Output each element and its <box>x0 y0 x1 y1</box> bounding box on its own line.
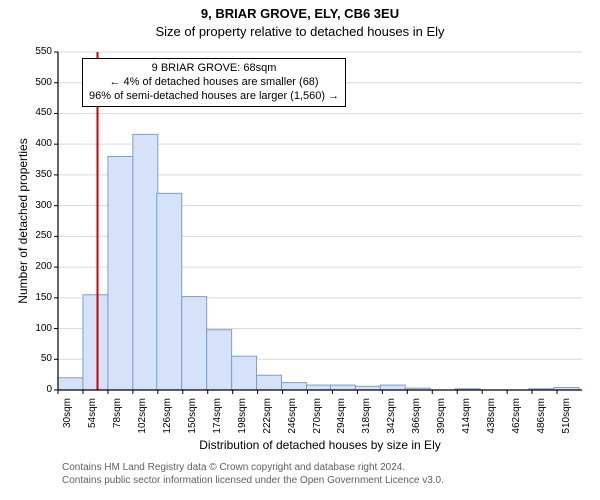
y-tick-label: 300 <box>14 200 52 211</box>
y-tick-label: 150 <box>14 292 52 303</box>
annotation-line-1: 9 BRIAR GROVE: 68sqm <box>89 62 339 76</box>
x-tick-label: 342sqm <box>386 398 397 454</box>
y-tick-label: 550 <box>14 46 52 57</box>
y-tick-label: 500 <box>14 77 52 88</box>
y-tick-label: 100 <box>14 323 52 334</box>
x-tick-label: 462sqm <box>511 398 522 454</box>
x-tick-label: 390sqm <box>436 398 447 454</box>
x-tick-label: 270sqm <box>312 398 323 454</box>
x-tick-label: 174sqm <box>212 398 223 454</box>
y-tick-label: 400 <box>14 138 52 149</box>
annotation-line-2: ← 4% of detached houses are smaller (68) <box>89 76 339 90</box>
x-tick-label: 414sqm <box>461 398 472 454</box>
x-tick-label: 438sqm <box>486 398 497 454</box>
chart-title-address: 9, BRIAR GROVE, ELY, CB6 3EU <box>0 6 600 21</box>
x-tick-label: 54sqm <box>87 398 98 454</box>
y-tick-label: 250 <box>14 230 52 241</box>
y-tick-label: 0 <box>14 384 52 395</box>
chart-root: { "layout": { "canvas_w": 600, "canvas_h… <box>0 0 600 500</box>
x-tick-label: 294sqm <box>336 398 347 454</box>
annotation-line-3: 96% of semi-detached houses are larger (… <box>89 90 339 104</box>
y-tick-label: 50 <box>14 353 52 364</box>
attribution-line-1: Contains HM Land Registry data © Crown c… <box>62 462 444 475</box>
x-tick-label: 78sqm <box>112 398 123 454</box>
y-tick-label: 450 <box>14 107 52 118</box>
x-tick-label: 198sqm <box>237 398 248 454</box>
chart-title-subtitle: Size of property relative to detached ho… <box>0 24 600 39</box>
x-tick-label: 510sqm <box>561 398 572 454</box>
x-tick-label: 486sqm <box>536 398 547 454</box>
x-tick-label: 222sqm <box>262 398 273 454</box>
annotation-box: 9 BRIAR GROVE: 68sqm ← 4% of detached ho… <box>82 58 346 107</box>
x-tick-label: 366sqm <box>411 398 422 454</box>
y-axis-label: Number of detached properties <box>16 52 30 390</box>
y-tick-label: 200 <box>14 261 52 272</box>
x-tick-label: 150sqm <box>187 398 198 454</box>
x-tick-label: 102sqm <box>137 398 148 454</box>
x-tick-label: 318sqm <box>361 398 372 454</box>
x-tick-label: 246sqm <box>287 398 298 454</box>
attribution-line-2: Contains public sector information licen… <box>62 475 444 488</box>
attribution: Contains HM Land Registry data © Crown c… <box>62 462 444 487</box>
x-tick-label: 126sqm <box>162 398 173 454</box>
y-tick-label: 350 <box>14 169 52 180</box>
x-tick-label: 30sqm <box>62 398 73 454</box>
